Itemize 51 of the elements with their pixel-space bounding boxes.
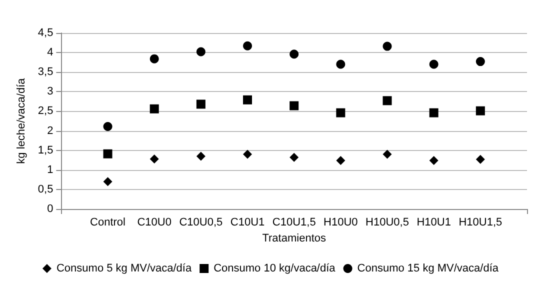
y-tick-label: 4 (47, 46, 54, 59)
x-tick-label: C10U0,5 (179, 216, 223, 228)
x-tick-label: H10U0,5 (366, 216, 409, 228)
x-tick-label: H10U1,5 (458, 216, 502, 228)
x-tick-label: C10U1,5 (272, 216, 316, 228)
y-tick-label: 4,5 (38, 27, 54, 39)
legend-label: Consumo 15 kg MV/vaca/día (357, 262, 500, 274)
y-tick-label: 2,5 (38, 105, 54, 118)
point (243, 41, 252, 50)
point (290, 152, 299, 162)
point (429, 60, 438, 69)
point (103, 149, 112, 158)
y-tick-label: 1 (47, 164, 54, 176)
y-tick-label: 0 (47, 203, 54, 215)
point (336, 108, 346, 118)
point (382, 42, 392, 51)
y-tick-label: 0,5 (38, 183, 54, 196)
point (150, 104, 159, 114)
x-tick-label: Control (90, 216, 126, 228)
point (336, 60, 346, 69)
x-tick-label: H10U0 (324, 216, 358, 228)
point (103, 122, 112, 131)
point (382, 150, 392, 159)
point (150, 154, 159, 164)
x-tick-label: C10U0 (137, 216, 172, 228)
point (196, 152, 206, 161)
point (336, 156, 346, 165)
point (382, 96, 392, 106)
point (476, 154, 485, 164)
y-tick-label: 3,5 (38, 66, 54, 78)
y-tick-label: 1,5 (38, 144, 54, 156)
legend-label: Consumo 10 kg/vaca/día (214, 262, 336, 274)
legend-label: Consumo 5 kg MV/vaca/día (56, 262, 192, 274)
x-axis-title: Tratamientos (262, 232, 326, 244)
x-tick-label: H10U1 (416, 216, 451, 228)
point (290, 101, 299, 110)
point (429, 156, 438, 165)
point (103, 177, 112, 186)
point (429, 108, 438, 118)
point (476, 106, 485, 116)
point (196, 100, 206, 109)
point (196, 47, 206, 56)
y-tick-label: 3 (47, 86, 54, 98)
y-axis-title: kg leche/vaca/día (16, 77, 28, 164)
x-tick-label: C10U1 (230, 216, 265, 228)
point (290, 50, 299, 59)
point (243, 95, 252, 104)
point (476, 57, 485, 66)
y-tick-label: 2 (47, 124, 54, 137)
point (243, 150, 252, 159)
point (150, 54, 159, 64)
